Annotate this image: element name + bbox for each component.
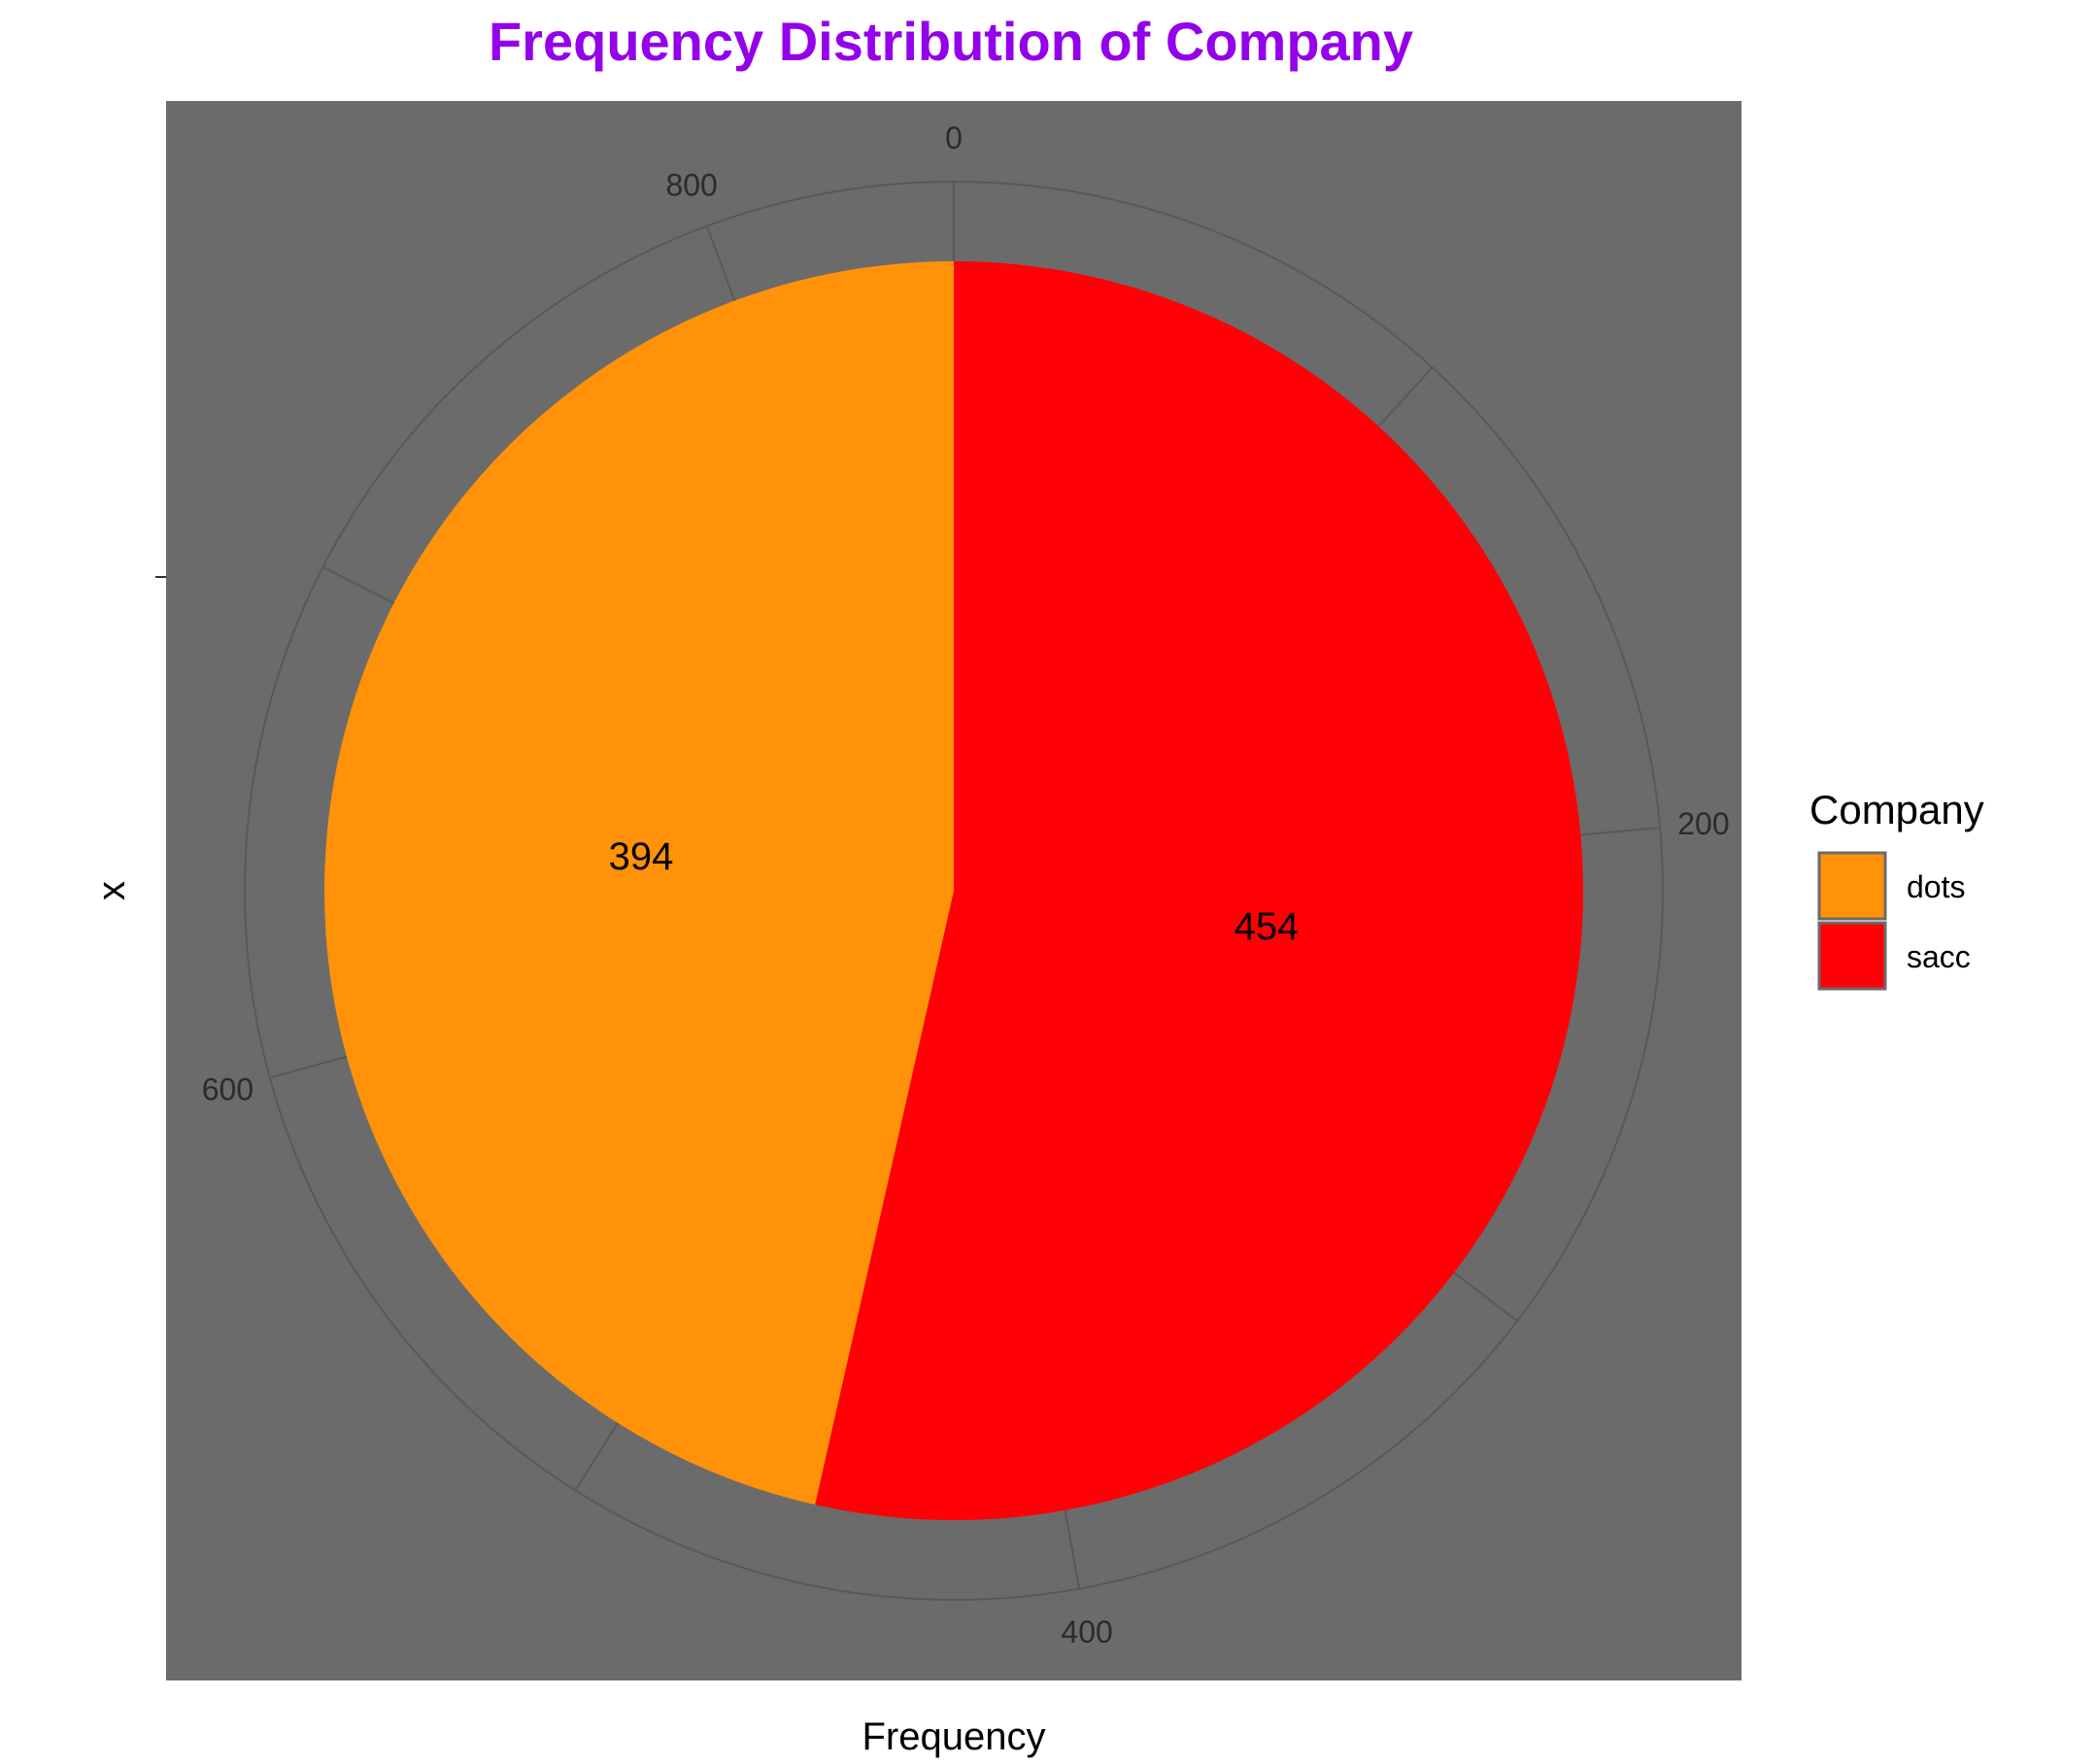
x-axis-title: Frequency bbox=[862, 1715, 1046, 1758]
legend-entries: dots sacc bbox=[1817, 851, 1971, 991]
tick-label-0: 0 bbox=[945, 120, 963, 155]
data-label-dots: 394 bbox=[609, 835, 674, 878]
legend-label-dots: dots bbox=[1907, 869, 1965, 904]
slice-dots bbox=[323, 261, 954, 1506]
legend: Company dots sacc bbox=[1809, 787, 1984, 991]
slice-labels: 454 394 bbox=[609, 835, 1300, 948]
y-axis-title: x bbox=[90, 881, 133, 900]
legend-key-sacc bbox=[1817, 921, 1887, 991]
pie-slices bbox=[323, 261, 1583, 1520]
legend-key-dots bbox=[1817, 851, 1887, 921]
slice-sacc bbox=[815, 261, 1583, 1520]
legend-label-sacc: sacc bbox=[1907, 939, 1971, 974]
tick-label-200: 200 bbox=[1677, 806, 1729, 841]
tick-label-600: 600 bbox=[202, 1071, 254, 1106]
tick-label-800: 800 bbox=[665, 168, 717, 203]
theta-ticks: 0 200 400 600 800 bbox=[202, 120, 1730, 1649]
data-label-sacc: 454 bbox=[1234, 905, 1300, 948]
tick-label-400: 400 bbox=[1061, 1614, 1112, 1649]
chart-title: Frequency Distribution of Company bbox=[489, 11, 1413, 72]
legend-title: Company bbox=[1809, 787, 1984, 832]
